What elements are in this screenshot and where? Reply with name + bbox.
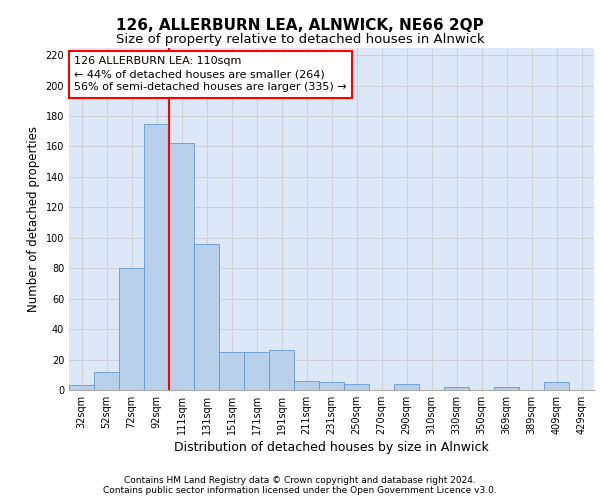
Bar [444, 387, 469, 390]
Text: 126 ALLERBURN LEA: 110sqm
← 44% of detached houses are smaller (264)
56% of semi: 126 ALLERBURN LEA: 110sqm ← 44% of detac… [74, 56, 347, 92]
Bar [244, 352, 269, 390]
Y-axis label: Number of detached properties: Number of detached properties [27, 126, 40, 312]
Bar [94, 372, 119, 390]
X-axis label: Distribution of detached houses by size in Alnwick: Distribution of detached houses by size … [174, 441, 489, 454]
Text: Contains public sector information licensed under the Open Government Licence v3: Contains public sector information licen… [103, 486, 497, 495]
Bar [144, 124, 169, 390]
Bar [494, 387, 519, 390]
Bar [294, 381, 319, 390]
Text: 126, ALLERBURN LEA, ALNWICK, NE66 2QP: 126, ALLERBURN LEA, ALNWICK, NE66 2QP [116, 18, 484, 32]
Bar [319, 382, 344, 390]
Bar [269, 350, 294, 390]
Bar [169, 144, 194, 390]
Text: Size of property relative to detached houses in Alnwick: Size of property relative to detached ho… [116, 32, 484, 46]
Bar [344, 384, 369, 390]
Text: Contains HM Land Registry data © Crown copyright and database right 2024.: Contains HM Land Registry data © Crown c… [124, 476, 476, 485]
Bar [119, 268, 144, 390]
Bar [194, 244, 219, 390]
Bar [394, 384, 419, 390]
Bar [69, 386, 94, 390]
Bar [219, 352, 244, 390]
Bar [544, 382, 569, 390]
